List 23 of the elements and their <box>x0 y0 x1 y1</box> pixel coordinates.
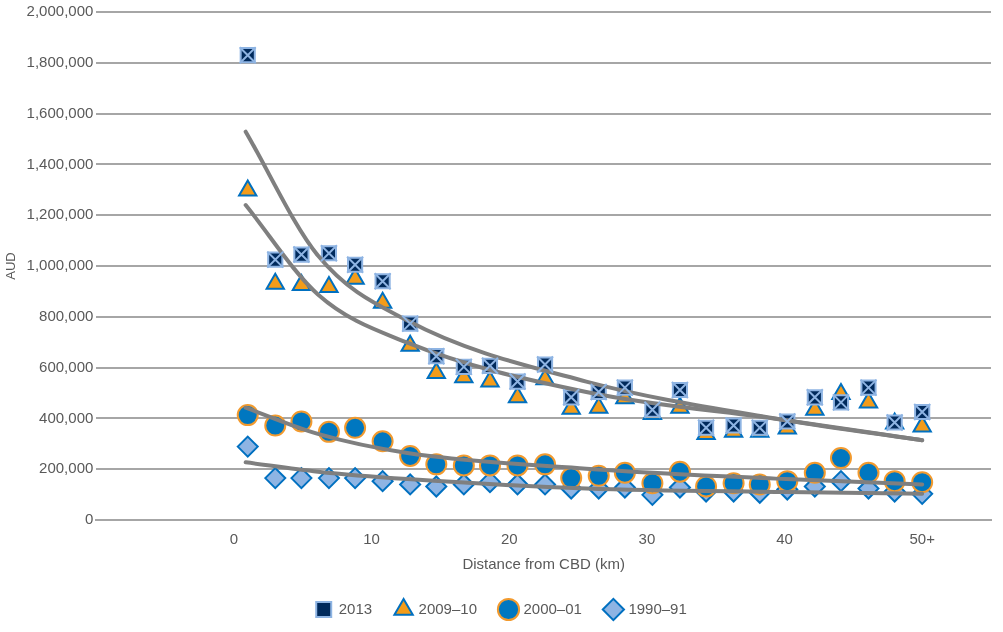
x-tick-label: 50+ <box>909 530 936 548</box>
y-tick-label: 1,200,000 <box>26 205 94 223</box>
y-tick-label: 2,000,000 <box>26 2 94 20</box>
x-tick-label: 0 <box>229 530 239 548</box>
x-axis-title: Distance from CBD (km) <box>462 555 625 573</box>
y-tick-label: 1,800,000 <box>26 52 94 70</box>
legend-label: 2009–10 <box>418 599 477 617</box>
y-tick-label: 200,000 <box>39 459 94 477</box>
x-tick-label: 10 <box>363 530 380 548</box>
x-tick-label: 30 <box>638 530 656 548</box>
y-tick-label: 800,000 <box>39 306 94 324</box>
legend-label: 1990–91 <box>628 599 687 617</box>
y-tick-label: 1,000,000 <box>26 256 94 274</box>
y-axis-title: AUD <box>3 252 19 280</box>
y-tick-label: 400,000 <box>39 408 94 426</box>
y-tick-label: 1,400,000 <box>26 154 94 172</box>
y-tick-label: 1,600,000 <box>26 103 94 121</box>
legend-label: 2000–01 <box>523 599 582 617</box>
x-tick-label: 20 <box>500 530 518 548</box>
x-tick-label: 40 <box>776 530 793 548</box>
y-tick-label: 0 <box>84 510 94 528</box>
legend-label: 2013 <box>338 599 373 617</box>
y-tick-label: 600,000 <box>39 357 94 375</box>
